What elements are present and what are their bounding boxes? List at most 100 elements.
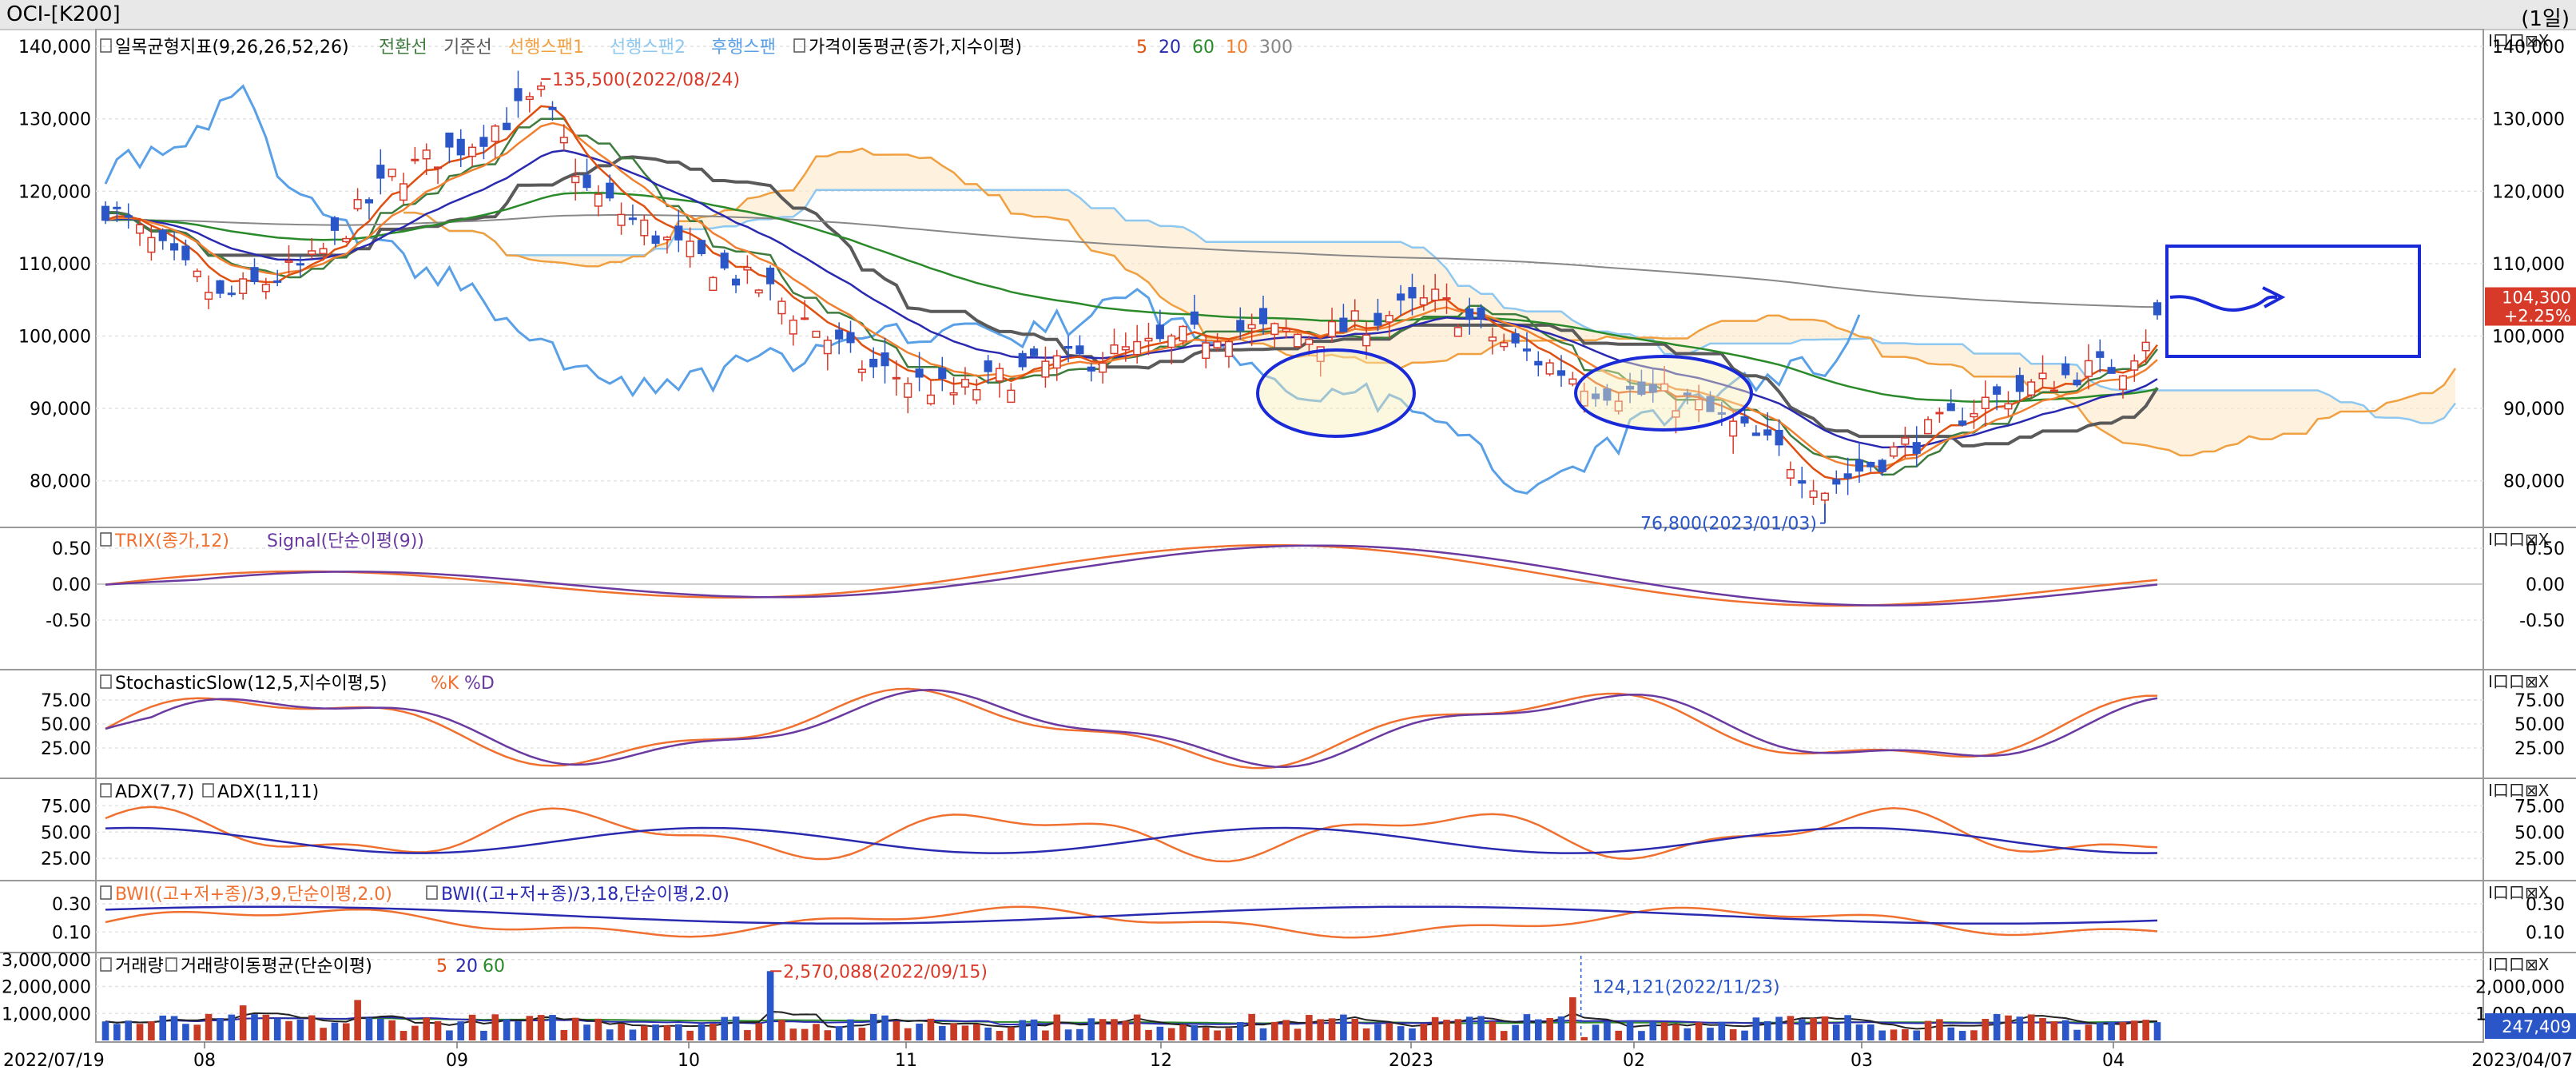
- volume-bar: [1752, 1017, 1760, 1040]
- trix-legend-checkbox[interactable]: [100, 532, 112, 547]
- candle-body: [1110, 344, 1119, 355]
- volume-bar: [1787, 1016, 1795, 1040]
- adx-legend-checkbox[interactable]: [202, 783, 214, 798]
- bwi-legend-checkbox[interactable]: [426, 885, 438, 900]
- volume-bar: [148, 1021, 155, 1040]
- price-tick-label-left: 80,000: [30, 472, 91, 492]
- highlight-ellipse-2[interactable]: [1574, 355, 1753, 432]
- candle-body: [1121, 346, 1130, 351]
- volume-legend-item: 거래량이동평균(단순이평): [181, 957, 372, 977]
- volume-bar: [835, 1026, 843, 1040]
- candle-body: [1419, 297, 1428, 306]
- candle-body: [2084, 360, 2093, 377]
- bwi-legend-checkbox[interactable]: [100, 885, 112, 900]
- candle-body: [308, 250, 316, 255]
- candle-body: [1706, 396, 1715, 412]
- candle-body: [1282, 328, 1290, 332]
- candle-body: [319, 248, 328, 255]
- candle-body: [1052, 355, 1061, 369]
- candle-body: [1431, 288, 1440, 301]
- price-tick-label-right: 80,000: [2503, 472, 2565, 492]
- legend-checkbox[interactable]: [100, 38, 112, 53]
- pane-control-buttons[interactable]: I口口⊠X: [2488, 31, 2550, 50]
- volume-bar: [824, 1030, 832, 1040]
- trix-tick-label-right: 0.50: [2526, 539, 2565, 559]
- candle-body: [1935, 412, 1944, 415]
- candle-body: [1717, 412, 1726, 415]
- adx-tick-label-right: 75.00: [2514, 797, 2565, 817]
- volume-bar: [2153, 1022, 2161, 1040]
- volume-bar: [1936, 1019, 1943, 1040]
- candle-body: [1236, 320, 1245, 332]
- volume-bar: [1008, 1027, 1015, 1040]
- pane-control-buttons[interactable]: I口口⊠X: [2488, 781, 2550, 800]
- pane-control-buttons[interactable]: I口口⊠X: [2488, 672, 2550, 691]
- candle-body: [1729, 420, 1738, 437]
- volume-legend-checkbox[interactable]: [165, 957, 177, 972]
- candle-body: [915, 368, 924, 378]
- trix-legend-item: Signal(단순이평(9)): [267, 531, 424, 551]
- volume-bar: [1684, 1028, 1691, 1040]
- volume-bar: [1191, 1025, 1199, 1040]
- pane-control-buttons[interactable]: I口口⊠X: [2488, 955, 2550, 974]
- candle-body: [1695, 399, 1703, 411]
- volume-bar: [1145, 1029, 1152, 1040]
- adx-legend-checkbox[interactable]: [100, 783, 112, 798]
- bwi-legend-item: BWI((고+저+종)/3,9,단순이평,2.0): [115, 885, 392, 905]
- trix-tick-label-right: 0.00: [2526, 575, 2565, 595]
- period-label[interactable]: (1일): [2521, 7, 2570, 31]
- candle-body: [640, 219, 649, 237]
- stoch-tick-label-left: 25.00: [41, 739, 91, 759]
- pane-control-buttons[interactable]: I口口⊠X: [2488, 530, 2550, 549]
- pane-control-buttons[interactable]: I口口⊠X: [2488, 883, 2550, 902]
- forecast-box[interactable]: [2165, 245, 2421, 358]
- candle-body: [1293, 333, 1302, 348]
- highlight-ellipse-1[interactable]: [1256, 348, 1416, 438]
- x-tick-label: 09: [446, 1051, 468, 1071]
- volume-bar: [1111, 1019, 1118, 1040]
- price-tick-label-right: 120,000: [2492, 182, 2565, 202]
- x-tick-label: 04: [2102, 1051, 2125, 1071]
- forecast-arrow[interactable]: [2169, 295, 2278, 312]
- legend-checkbox[interactable]: [793, 38, 805, 53]
- volume-bar: [904, 1028, 912, 1040]
- volume-bar: [1855, 1024, 1863, 1040]
- candle-body: [1556, 370, 1566, 376]
- volume-bar: [1214, 1030, 1221, 1040]
- volume-bar: [1064, 1029, 1072, 1040]
- ma-10-line: [105, 121, 2158, 468]
- volume-low-annotation: 124,121(2022/11/23): [1592, 978, 1780, 998]
- volume-bar: [101, 1021, 109, 1040]
- volume-legend-checkbox[interactable]: [100, 957, 112, 972]
- ma-legend-item: 300: [1259, 38, 1293, 58]
- candle-body: [1912, 442, 1921, 454]
- user-drawings[interactable]: [1256, 245, 2421, 438]
- stoch-legend-checkbox[interactable]: [100, 674, 112, 689]
- stoch-k-line: [105, 687, 2158, 770]
- candle-body: [1179, 325, 1187, 342]
- candle-body: [2027, 381, 2036, 396]
- candle-body: [1648, 384, 1657, 393]
- candle-body: [2073, 380, 2081, 386]
- candle-body: [2049, 389, 2058, 392]
- candle-body: [984, 360, 992, 372]
- trix-tick-label-left: 0.00: [52, 575, 91, 595]
- price-tick-label-left: 100,000: [18, 327, 91, 347]
- candle-body: [1854, 459, 1864, 472]
- volume-bar: [640, 1025, 648, 1040]
- volume-bar: [1523, 1014, 1531, 1040]
- volume-bar: [1087, 1018, 1095, 1040]
- volume-bar: [686, 1030, 694, 1040]
- candle-body: [101, 205, 110, 221]
- candle-body: [731, 278, 741, 286]
- trix-line: [105, 543, 2158, 607]
- forecast-arrow-head: [2262, 286, 2286, 308]
- candle-body: [330, 217, 339, 231]
- volume-bar: [663, 1025, 671, 1040]
- candle-body: [1672, 410, 1680, 418]
- ichimoku-conversion-line: [105, 117, 2158, 476]
- volume-bar: [2108, 1021, 2115, 1040]
- candle-body: [273, 280, 282, 283]
- volume-bar: [2073, 1029, 2081, 1040]
